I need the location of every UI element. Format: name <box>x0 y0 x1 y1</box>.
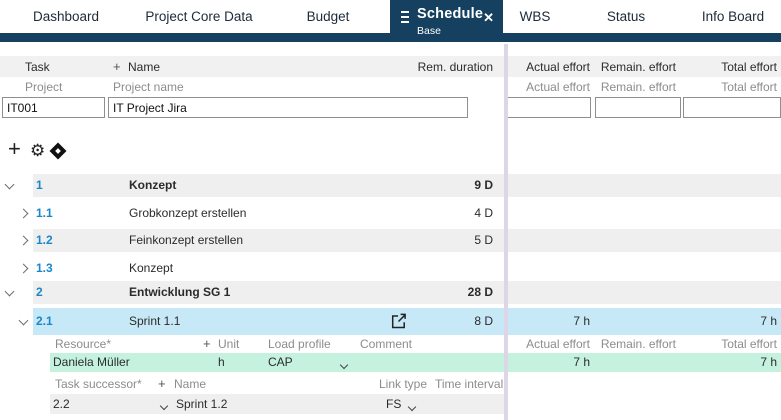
task-actual-effort: 7 h <box>573 314 590 328</box>
task-name: Konzept <box>129 261 174 275</box>
tab-schedule-active[interactable]: Schedule Base ✕ <box>390 0 503 42</box>
successor-link-type: FS <box>386 397 402 411</box>
open-task-external-icon[interactable] <box>389 312 408 336</box>
add-column-icon[interactable]: + <box>113 59 121 74</box>
task-duration: 4 D <box>474 206 493 220</box>
active-tab-sublabel: Base <box>417 24 441 37</box>
load-profile-dropdown-icon[interactable] <box>339 359 349 373</box>
col-remain-effort[interactable]: Remain. effort <box>600 60 676 74</box>
task-id: 2 <box>36 285 43 299</box>
col-successor-name[interactable]: Name <box>174 377 207 391</box>
resource-row[interactable]: Daniela Müller h CAP 7 h 7 h <box>0 353 781 372</box>
task-row-1-1[interactable]: 1.1 Grobkonzept erstellen 4 D <box>0 202 781 225</box>
resource-load-profile: CAP <box>268 355 293 369</box>
col-resource-actual[interactable]: Actual effort <box>526 337 590 351</box>
project-id-input[interactable] <box>2 97 105 118</box>
task-name: Entwicklung SG 1 <box>129 285 231 299</box>
task-row-2[interactable]: 2 Entwicklung SG 1 28 D <box>0 281 781 304</box>
successor-id: 2.2 <box>53 397 70 411</box>
task-duration: 5 D <box>474 233 493 247</box>
tab-dashboard[interactable]: Dashboard <box>32 9 100 24</box>
project-actual-effort-input[interactable] <box>505 97 591 118</box>
col-task[interactable]: Task <box>25 60 50 74</box>
tab-project-core-data[interactable]: Project Core Data <box>145 9 253 24</box>
task-duration: 28 D <box>467 285 493 299</box>
successor-name: Sprint 1.2 <box>176 397 228 411</box>
project-name-input[interactable] <box>108 97 468 118</box>
tab-status[interactable]: Status <box>606 9 646 24</box>
add-resource-icon[interactable]: + <box>203 336 211 351</box>
task-name: Feinkonzept erstellen <box>129 233 244 247</box>
expand-icon[interactable] <box>18 263 29 274</box>
column-splitter[interactable] <box>504 44 508 420</box>
task-total-effort: 7 h <box>760 314 777 328</box>
tab-bar: Dashboard Project Core Data Budget Sched… <box>0 0 781 42</box>
col-total-effort[interactable]: Total effort <box>721 60 777 74</box>
hamburger-icon[interactable] <box>401 11 410 23</box>
collapse-icon[interactable] <box>4 179 15 190</box>
col-resource-total[interactable]: Total effort <box>721 337 777 351</box>
project-remain-label: Remain. effort <box>600 80 676 94</box>
add-successor-icon[interactable]: + <box>158 376 166 391</box>
successor-dropdown-icon[interactable] <box>159 400 169 414</box>
col-actual-effort[interactable]: Actual effort <box>526 60 590 74</box>
task-id: 1.2 <box>36 233 53 247</box>
settings-gear-icon[interactable]: ⚙ <box>30 141 46 160</box>
task-name: Sprint 1.1 <box>129 314 181 328</box>
col-comment[interactable]: Comment <box>360 337 413 351</box>
tab-info-board[interactable]: Info Board <box>701 9 765 24</box>
task-id: 2.1 <box>36 314 53 328</box>
task-name: Grobkonzept erstellen <box>129 206 247 220</box>
col-unit[interactable]: Unit <box>218 337 240 351</box>
collapse-icon[interactable] <box>18 315 29 326</box>
col-resource[interactable]: Resource* <box>55 337 112 351</box>
task-row-2-1-selected[interactable]: 2.1 Sprint 1.1 8 D 7 h 7 h <box>0 308 781 335</box>
link-type-dropdown-icon[interactable] <box>407 401 417 415</box>
resource-header-row: Resource* + Unit Load profile Comment Ac… <box>0 336 781 353</box>
col-task-successor[interactable]: Task successor* <box>55 377 142 391</box>
project-total-label: Total effort <box>721 80 777 94</box>
task-row-1[interactable]: 1 Konzept 9 D <box>0 174 781 197</box>
col-link-type[interactable]: Link type <box>379 377 428 391</box>
tab-budget[interactable]: Budget <box>306 9 350 24</box>
project-row-label: Project <box>25 80 63 94</box>
project-name-label: Project name <box>113 80 184 94</box>
project-total-effort-input[interactable] <box>683 97 781 118</box>
col-resource-remain[interactable]: Remain. effort <box>600 337 676 351</box>
task-id: 1.3 <box>36 261 53 275</box>
add-task-icon[interactable]: + <box>8 136 21 161</box>
active-tab-label: Schedule <box>417 6 484 22</box>
project-remain-effort-input[interactable] <box>595 97 681 118</box>
resource-unit: h <box>218 355 225 369</box>
grid-header-row <box>0 56 781 77</box>
task-id: 1 <box>36 178 43 192</box>
milestone-diamond-icon[interactable] <box>49 142 67 160</box>
expand-icon[interactable] <box>18 235 29 246</box>
col-time-interval[interactable]: Time interval <box>435 377 504 391</box>
col-name[interactable]: Name <box>128 60 161 74</box>
tab-wbs[interactable]: WBS <box>519 9 551 24</box>
resource-total-effort: 7 h <box>760 355 777 369</box>
collapse-icon[interactable] <box>4 286 15 297</box>
task-duration: 8 D <box>474 314 493 328</box>
project-actual-label: Actual effort <box>526 80 590 94</box>
task-duration: 9 D <box>474 178 493 192</box>
col-load-profile[interactable]: Load profile <box>268 337 331 351</box>
successor-header-row: Task successor* + Name Link type Time in… <box>0 376 781 393</box>
col-rem-duration[interactable]: Rem. duration <box>417 60 493 74</box>
resource-name: Daniela Müller <box>53 355 130 369</box>
successor-row[interactable]: 2.2 Sprint 1.2 FS <box>0 394 781 414</box>
task-row-1-2[interactable]: 1.2 Feinkonzept erstellen 5 D <box>0 229 781 252</box>
close-tab-icon[interactable]: ✕ <box>483 10 494 25</box>
expand-icon[interactable] <box>18 208 29 219</box>
resource-actual-effort: 7 h <box>573 355 590 369</box>
task-row-1-3[interactable]: 1.3 Konzept <box>0 257 781 280</box>
task-name: Konzept <box>129 178 177 192</box>
task-id: 1.1 <box>36 206 53 220</box>
